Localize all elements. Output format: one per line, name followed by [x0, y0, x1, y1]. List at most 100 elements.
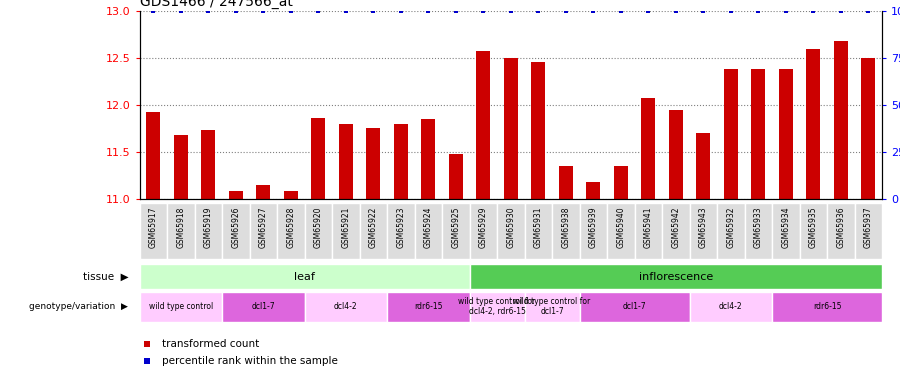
Bar — [834, 41, 848, 199]
Bar — [669, 110, 682, 199]
Text: wild type control: wild type control — [148, 302, 213, 311]
FancyBboxPatch shape — [470, 292, 525, 321]
FancyBboxPatch shape — [167, 202, 194, 259]
Bar — [587, 182, 600, 199]
Bar — [147, 112, 160, 199]
Point — [833, 8, 848, 14]
Point — [504, 8, 518, 14]
Point — [641, 8, 655, 14]
Bar — [531, 62, 545, 199]
Bar — [752, 69, 765, 199]
FancyBboxPatch shape — [222, 292, 304, 321]
Point — [559, 8, 573, 14]
Point — [393, 8, 408, 14]
FancyBboxPatch shape — [744, 202, 772, 259]
FancyBboxPatch shape — [854, 202, 882, 259]
FancyBboxPatch shape — [689, 292, 772, 321]
Text: dcl1-7: dcl1-7 — [623, 302, 646, 311]
Point — [256, 8, 270, 14]
FancyBboxPatch shape — [415, 202, 442, 259]
Point — [861, 8, 876, 14]
Bar — [394, 124, 408, 199]
FancyBboxPatch shape — [222, 202, 249, 259]
Point — [201, 8, 215, 14]
Text: percentile rank within the sample: percentile rank within the sample — [162, 356, 338, 366]
Text: GSM65929: GSM65929 — [479, 207, 488, 248]
Point — [448, 8, 463, 14]
Bar — [559, 166, 572, 199]
Bar — [339, 124, 353, 199]
Text: rdr6-15: rdr6-15 — [414, 302, 443, 311]
FancyBboxPatch shape — [249, 202, 277, 259]
Point — [421, 8, 436, 14]
Text: GSM65919: GSM65919 — [203, 207, 212, 248]
Point — [669, 8, 683, 14]
Text: GSM65927: GSM65927 — [259, 207, 268, 248]
Text: GSM65937: GSM65937 — [864, 207, 873, 248]
Point — [778, 8, 793, 14]
Text: dcl1-7: dcl1-7 — [251, 302, 275, 311]
Point — [571, 254, 585, 260]
Text: GSM65920: GSM65920 — [314, 207, 323, 248]
Text: genotype/variation  ▶: genotype/variation ▶ — [30, 302, 129, 311]
Text: leaf: leaf — [294, 272, 315, 282]
Bar — [778, 69, 793, 199]
FancyBboxPatch shape — [717, 202, 744, 259]
Text: GSM65932: GSM65932 — [726, 207, 735, 248]
Text: GSM65922: GSM65922 — [369, 207, 378, 248]
Text: transformed count: transformed count — [162, 339, 259, 349]
FancyBboxPatch shape — [140, 292, 222, 321]
FancyBboxPatch shape — [332, 202, 359, 259]
Point — [586, 8, 600, 14]
Text: GSM65942: GSM65942 — [671, 207, 680, 248]
Point — [284, 8, 298, 14]
Text: GSM65933: GSM65933 — [754, 207, 763, 248]
Text: inflorescence: inflorescence — [639, 272, 713, 282]
FancyBboxPatch shape — [827, 202, 854, 259]
Bar — [421, 119, 435, 199]
FancyBboxPatch shape — [470, 264, 882, 289]
Text: GSM65943: GSM65943 — [698, 207, 707, 248]
Point — [311, 8, 326, 14]
FancyBboxPatch shape — [689, 202, 717, 259]
Text: GSM65917: GSM65917 — [148, 207, 157, 248]
Text: dcl4-2: dcl4-2 — [334, 302, 357, 311]
FancyBboxPatch shape — [580, 202, 607, 259]
Bar — [697, 133, 710, 199]
Bar — [311, 118, 325, 199]
Bar — [366, 128, 380, 199]
Text: GSM65921: GSM65921 — [341, 207, 350, 248]
FancyBboxPatch shape — [140, 202, 167, 259]
Text: GSM65925: GSM65925 — [451, 207, 460, 248]
FancyBboxPatch shape — [387, 202, 415, 259]
FancyBboxPatch shape — [525, 292, 580, 321]
Point — [174, 8, 188, 14]
Text: tissue  ▶: tissue ▶ — [83, 272, 129, 282]
Bar — [806, 49, 820, 199]
FancyBboxPatch shape — [304, 292, 387, 321]
Bar — [861, 58, 875, 199]
Point — [571, 104, 585, 110]
FancyBboxPatch shape — [470, 202, 497, 259]
Point — [724, 8, 738, 14]
Bar — [504, 58, 518, 199]
Text: GSM65935: GSM65935 — [809, 207, 818, 248]
Text: GSM65928: GSM65928 — [286, 207, 295, 248]
Point — [614, 8, 628, 14]
Bar — [614, 166, 627, 199]
Bar — [229, 191, 243, 199]
FancyBboxPatch shape — [359, 202, 387, 259]
Text: GSM65939: GSM65939 — [589, 207, 598, 248]
FancyBboxPatch shape — [277, 202, 304, 259]
Text: dcl4-2: dcl4-2 — [719, 302, 742, 311]
Text: GSM65938: GSM65938 — [562, 207, 571, 248]
FancyBboxPatch shape — [634, 202, 662, 259]
Text: GSM65930: GSM65930 — [506, 207, 515, 248]
Text: wild type control for
dcl1-7: wild type control for dcl1-7 — [513, 297, 590, 316]
Text: GSM65940: GSM65940 — [616, 207, 625, 248]
Point — [806, 8, 821, 14]
Text: GSM65926: GSM65926 — [231, 207, 240, 248]
Bar — [256, 184, 270, 199]
Text: wild type control for
dcl4-2, rdr6-15: wild type control for dcl4-2, rdr6-15 — [458, 297, 536, 316]
FancyBboxPatch shape — [525, 202, 552, 259]
